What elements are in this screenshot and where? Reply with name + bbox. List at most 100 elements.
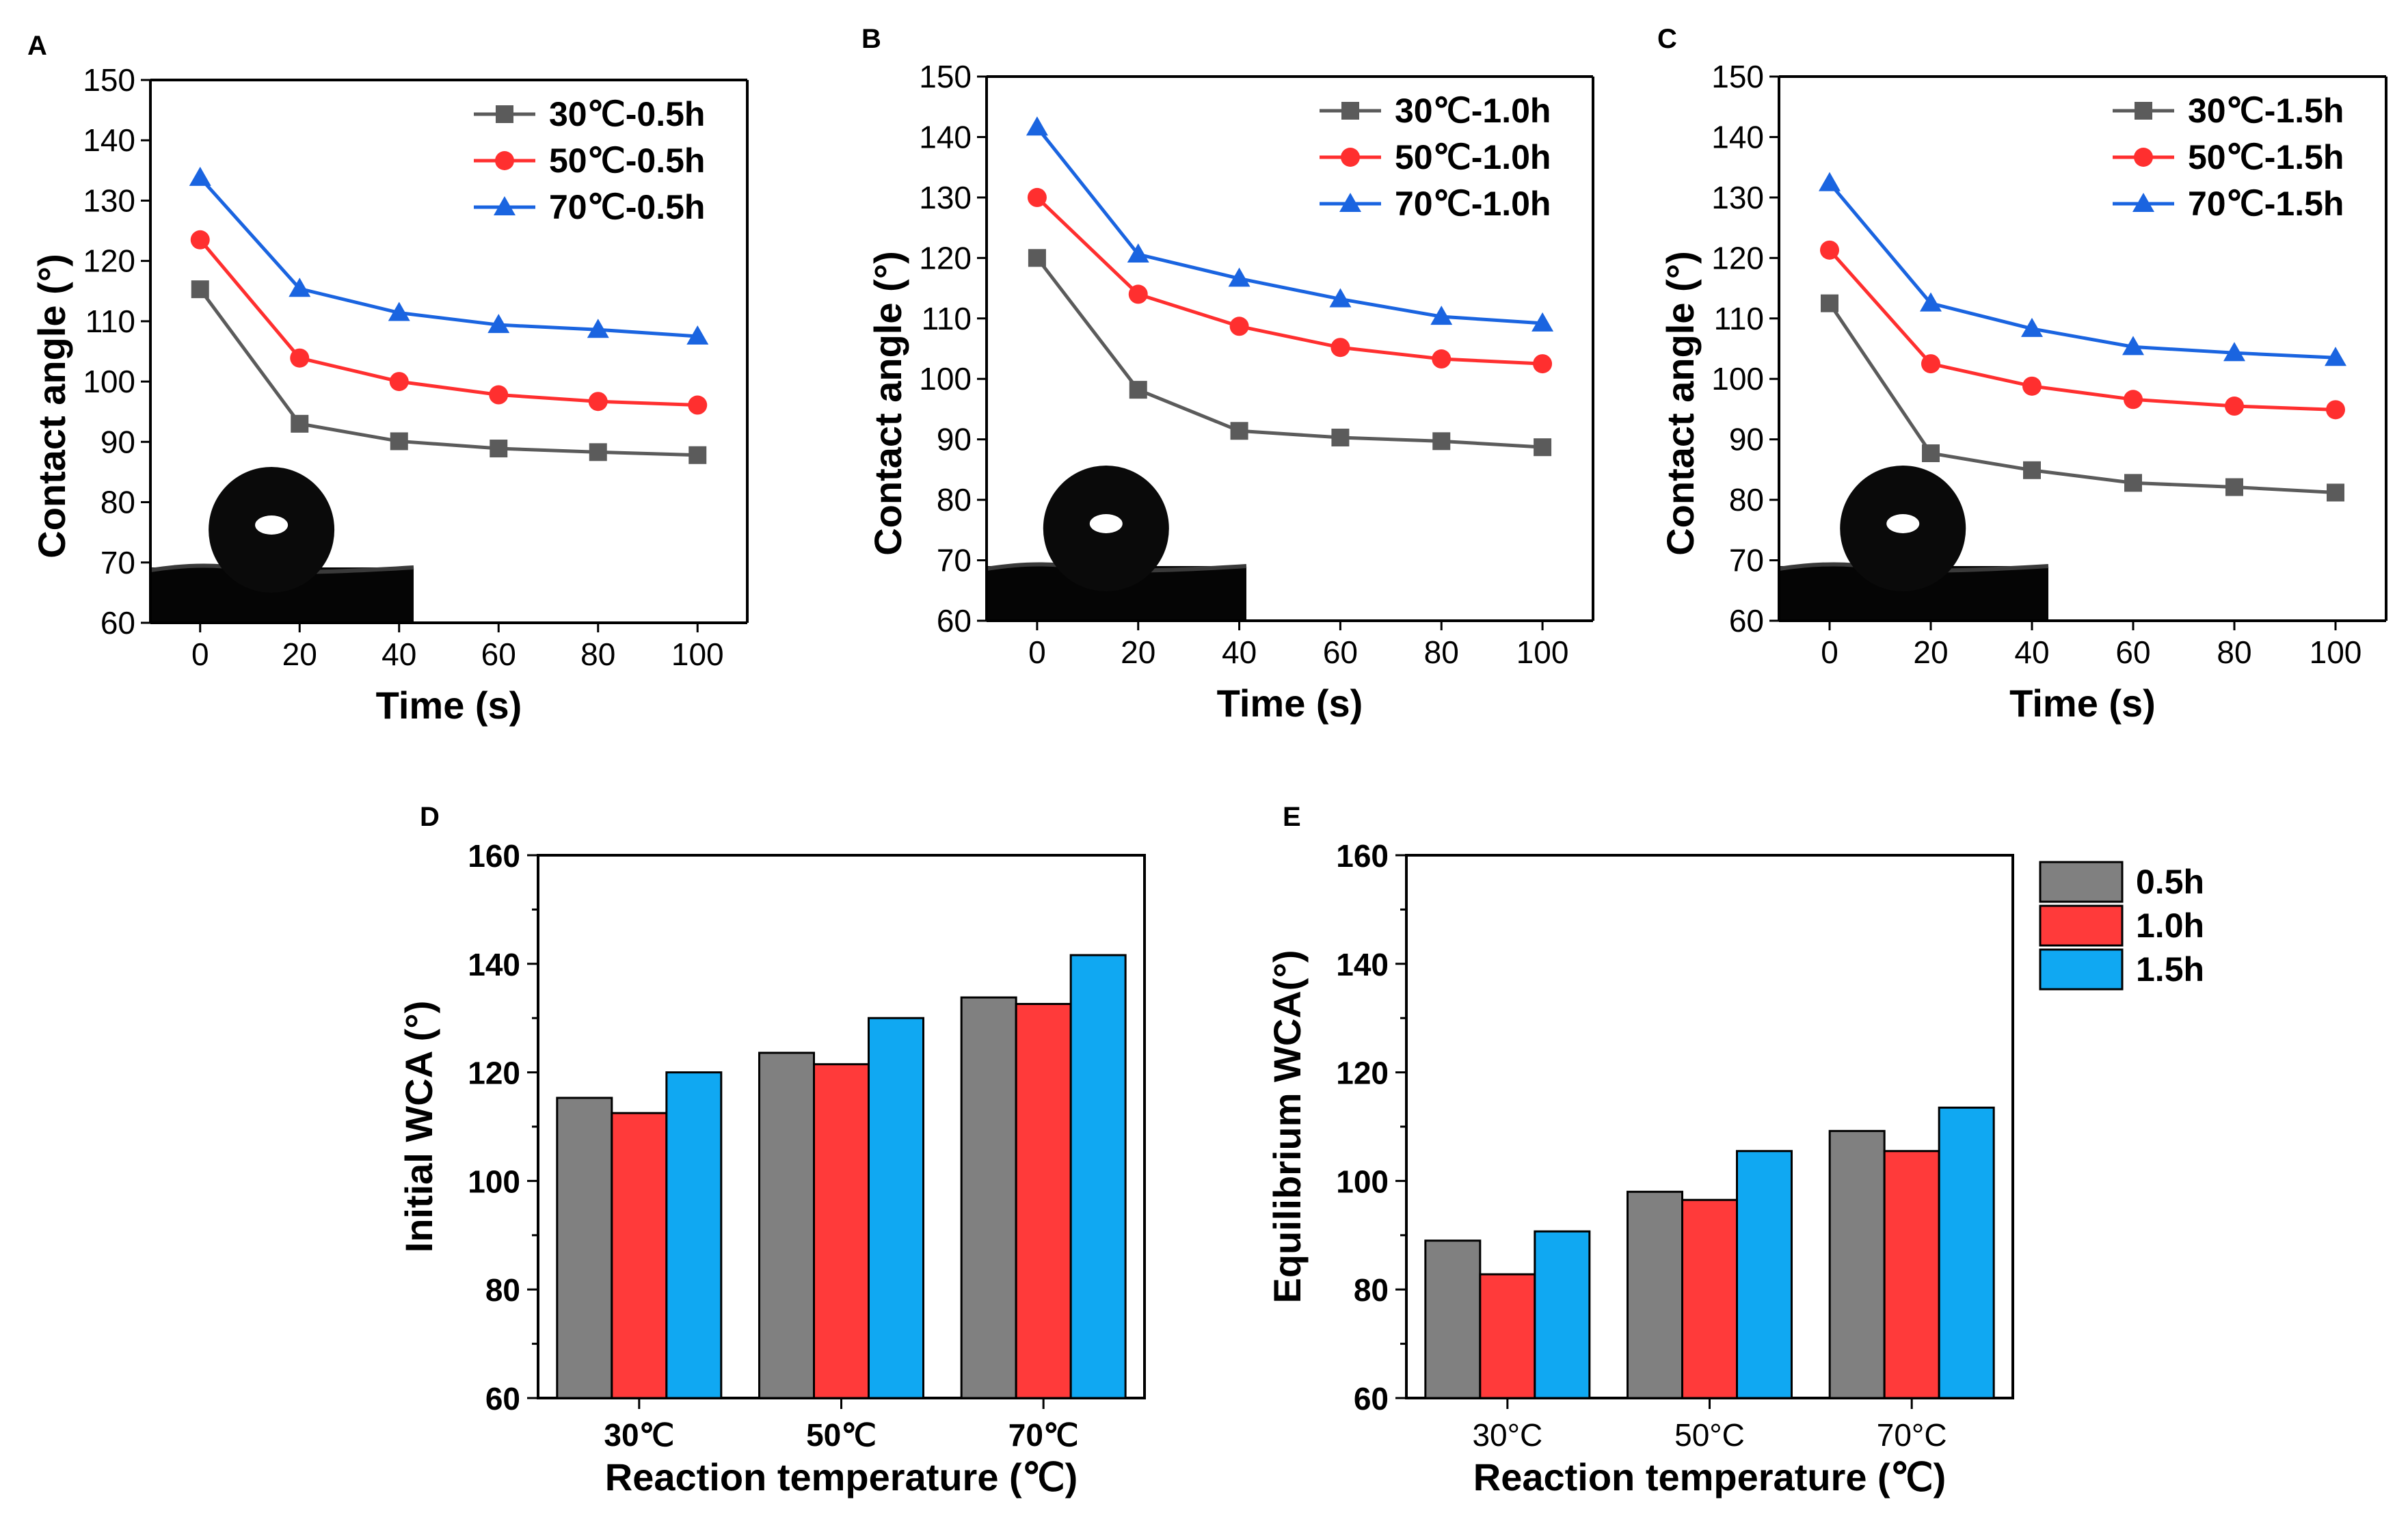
x-tick-label: 80 (1424, 634, 1459, 670)
y-tick-label: 120 (1336, 1056, 1389, 1091)
data-point (487, 314, 510, 334)
y-tick-label: 100 (468, 1164, 520, 1199)
data-point (290, 348, 310, 368)
legend-label: 30℃-1.0h (1395, 92, 1551, 130)
y-tick-label: 70 (937, 543, 972, 578)
data-point (2023, 461, 2041, 479)
legend-marker (2132, 193, 2154, 212)
y-tick-label: 120 (83, 243, 135, 279)
legend-label: 1.5h (2136, 950, 2204, 989)
data-point (2325, 347, 2346, 366)
bar (665, 1071, 723, 1399)
y-tick-label: 130 (83, 183, 135, 218)
bar (758, 1051, 815, 1399)
y-tick-label: 60 (1729, 603, 1764, 639)
x-tick-label: 30℃ (604, 1417, 674, 1453)
data-point (2022, 376, 2042, 396)
data-point (191, 280, 209, 299)
droplet-inset-photo (150, 467, 414, 623)
y-tick-label: 100 (919, 361, 972, 397)
legend-label: 0.5h (2136, 863, 2204, 901)
data-point (1430, 306, 1453, 325)
y-tick-label: 100 (1711, 361, 1764, 397)
data-point (1820, 240, 1839, 260)
series-line-0 (1828, 302, 2336, 494)
y-tick-label: 90 (937, 422, 972, 457)
data-point (289, 278, 311, 297)
x-tick-label: 70°C (1877, 1417, 1947, 1453)
line-chart-c: C 60 70 80 90 100 110 120 130 140 150 0 20 40 60 80 100 T… (1657, 24, 2387, 725)
data-point (1922, 444, 1940, 463)
data-point (587, 319, 609, 338)
series-line-1 (198, 239, 698, 407)
legend-swatch (2039, 861, 2124, 903)
x-tick-label: 40 (1222, 634, 1257, 670)
data-point (1534, 438, 1552, 457)
data-point (2122, 336, 2144, 355)
series-line-1 (1828, 249, 2336, 412)
panel-label: B (861, 24, 881, 54)
bar (1883, 1150, 1940, 1399)
y-tick-label: 160 (468, 838, 520, 874)
y-tick-label: 120 (468, 1056, 520, 1091)
data-point (2225, 397, 2244, 416)
data-point (1127, 243, 1149, 263)
y-tick-label: 60 (1354, 1381, 1389, 1417)
data-point (389, 372, 409, 392)
data-point (190, 230, 210, 250)
legend-label: 50℃-1.0h (1395, 138, 1551, 176)
bar (1479, 1273, 1536, 1399)
series-line-1 (1036, 196, 1543, 366)
data-point (2124, 390, 2143, 410)
y-tick-label: 120 (1711, 240, 1764, 276)
bar (813, 1063, 870, 1399)
legend-marker (1339, 193, 1361, 212)
y-tick-label: 130 (1711, 180, 1764, 215)
x-tick-label: 20 (282, 636, 317, 672)
y-tick-label: 70 (1729, 543, 1764, 578)
legend-marker (2135, 102, 2152, 120)
series-line-0 (1035, 256, 1543, 449)
x-tick-label: 80 (2217, 634, 2251, 670)
data-point (688, 395, 708, 415)
y-tick-label: 140 (468, 947, 520, 982)
legend-marker (495, 151, 514, 170)
legend-label: 30℃-0.5h (549, 95, 705, 133)
legend-label: 70℃-0.5h (549, 188, 705, 226)
y-tick-label: 140 (919, 119, 972, 155)
data-point (1330, 338, 1350, 358)
y-tick-label: 110 (85, 304, 135, 339)
data-point (1229, 317, 1249, 336)
x-tick-label: 40 (2014, 634, 2049, 670)
y-axis-title: Contact angle (°) (30, 254, 73, 559)
y-tick-label: 80 (1729, 482, 1764, 518)
data-point (1028, 249, 1046, 267)
data-point (1129, 381, 1147, 399)
bar (1828, 1129, 1886, 1399)
data-point (1230, 422, 1248, 440)
x-tick-label: 20 (1913, 634, 1948, 670)
legend-label: 70℃-1.5h (2188, 185, 2344, 223)
y-tick-label: 60 (937, 603, 972, 639)
y-axis-title: Contact angle (°) (1659, 251, 1702, 556)
bar (1736, 1150, 1793, 1399)
bar (611, 1112, 668, 1399)
data-point (1432, 432, 1451, 451)
data-point (588, 392, 608, 412)
x-tick-label: 70℃ (1008, 1417, 1079, 1453)
droplet-highlight (1886, 514, 1920, 533)
data-point (1533, 354, 1553, 374)
data-point (1128, 284, 1148, 304)
y-tick-label: 80 (1354, 1272, 1389, 1308)
x-tick-label: 50°C (1674, 1417, 1745, 1453)
panel-label: D (420, 802, 440, 832)
bar (1627, 1190, 1683, 1399)
x-tick-label: 80 (580, 636, 615, 672)
legend-marker (494, 196, 516, 215)
y-tick-label: 80 (937, 482, 972, 518)
y-tick-label: 80 (485, 1272, 520, 1308)
y-tick-label: 150 (919, 59, 972, 94)
y-tick-label: 100 (1336, 1164, 1389, 1199)
